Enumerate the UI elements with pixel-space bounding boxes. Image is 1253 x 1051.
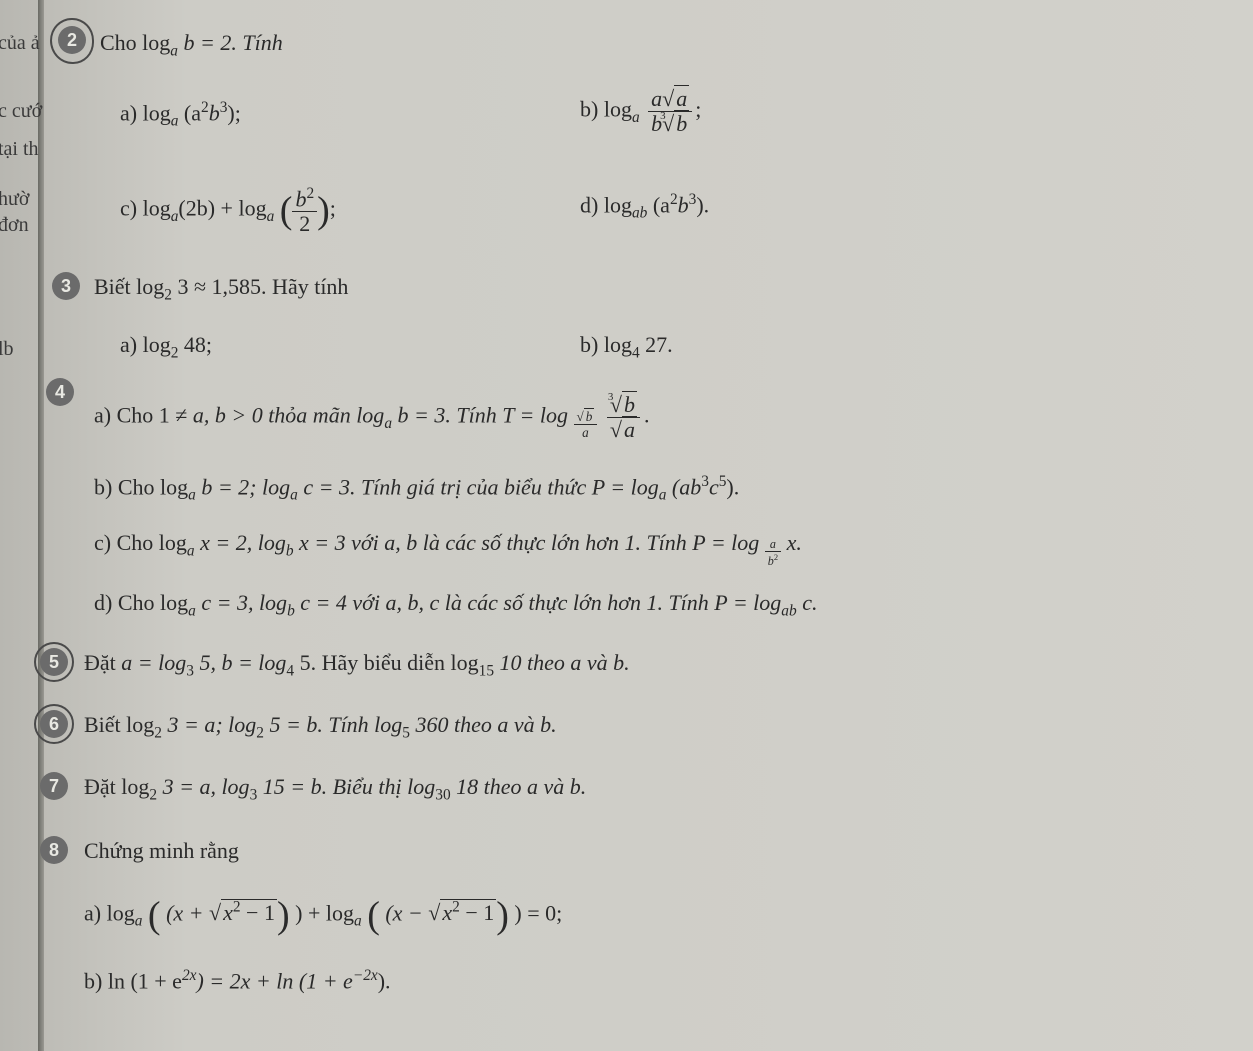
q5-text: Đặt a = log3 5, b = log4 5. Hãy biểu diễ… <box>84 652 630 679</box>
question-badge-4: 4 <box>46 378 74 406</box>
q2-option-d: d) logab (a2b3). <box>580 192 709 221</box>
edge-fragment: c cướ <box>0 100 42 123</box>
q4-part-d: d) Cho loga c = 3, logb c = 4 với a, b, … <box>94 592 817 619</box>
q8-stem: Chứng minh rằng <box>84 840 239 862</box>
q4-part-c: c) Cho loga x = 2, logb x = 3 với a, b l… <box>94 532 802 567</box>
q8-part-b: b) ln (1 + e2x) = 2x + ln (1 + e−2x). <box>84 968 391 992</box>
q8-part-a: a) loga ( (x + x2 − 1) ) + loga ( (x − x… <box>84 900 562 929</box>
q2-option-c: c) loga(2b) + loga (b22); <box>120 186 336 235</box>
q7-text: Đặt log2 3 = a, log3 15 = b. Biểu thị lo… <box>84 776 586 803</box>
q4-part-a: a) Cho 1 ≠ a, b > 0 thỏa mãn loga b = 3.… <box>94 394 649 441</box>
question-badge-8: 8 <box>40 836 68 864</box>
edge-fragment: đơn <box>0 214 29 237</box>
q2-option-a: a) loga (a2b3); <box>120 100 241 129</box>
pen-circle <box>34 704 74 744</box>
q3-option-a: a) log2 48; <box>120 334 212 361</box>
q3-stem: Biết log2 3 ≈ 1,585. Hãy tính <box>94 276 348 303</box>
edge-fragment: của ả <box>0 32 40 55</box>
edge-fragment: hườ <box>0 188 29 211</box>
edge-fragment: tại th <box>0 138 39 161</box>
pen-circle <box>34 642 74 682</box>
pen-circle <box>50 18 94 64</box>
question-badge-3: 3 <box>52 272 80 300</box>
edge-fragment: lb <box>0 338 14 361</box>
q6-text: Biết log2 3 = a; log2 5 = b. Tính log5 3… <box>84 714 557 741</box>
q4-part-b: b) Cho loga b = 2; loga c = 3. Tính giá … <box>94 474 739 503</box>
q2-stem: Cho loga b = 2. Tính <box>100 32 283 59</box>
page-surface: của ả c cướ tại th hườ đơn lb 2 Cho loga… <box>0 0 1253 1051</box>
question-badge-7: 7 <box>40 772 68 800</box>
q2-option-b: b) loga aa b3b ; <box>580 88 701 135</box>
q3-option-b: b) log4 27. <box>580 334 673 361</box>
